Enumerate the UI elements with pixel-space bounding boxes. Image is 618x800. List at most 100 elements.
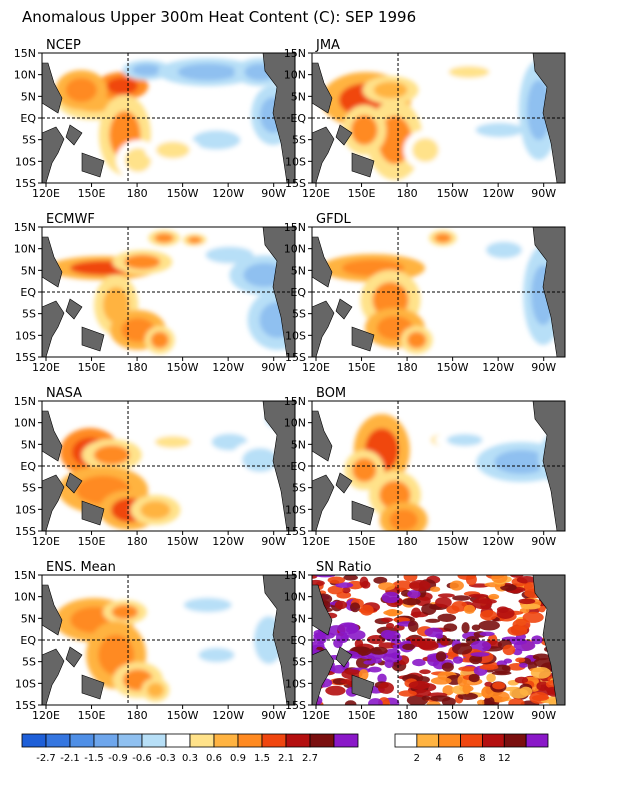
lat-tick-label: 5S xyxy=(22,308,36,321)
sn-patch xyxy=(509,637,528,645)
sn-patch xyxy=(412,658,426,667)
lat-tick-label: 15N xyxy=(14,221,36,234)
landmass-3 xyxy=(81,500,105,526)
landmass-3 xyxy=(351,500,375,526)
sn-patch xyxy=(359,604,374,616)
lat-tick-label: 10N xyxy=(284,417,306,430)
colorbar-label: 0.3 xyxy=(182,753,198,764)
lat-tick-label: 15N xyxy=(284,47,306,60)
sn-patch xyxy=(378,642,397,649)
sn-patch xyxy=(377,673,387,684)
colorbar-swatch xyxy=(213,733,239,748)
landmass-0 xyxy=(311,410,333,462)
panel-label: SN Ratio xyxy=(316,560,372,575)
sn-patch xyxy=(327,585,344,595)
lon-tick-label: 120E xyxy=(32,187,60,200)
lon-tick-label: 90W xyxy=(531,535,556,548)
panel-label: JMA xyxy=(315,38,340,53)
lat-tick-label: 10N xyxy=(284,69,306,82)
lon-tick-label: 180 xyxy=(127,187,148,200)
lat-tick-label: 5N xyxy=(291,90,306,103)
lat-tick-label: 10N xyxy=(284,591,306,604)
sn-patch xyxy=(371,657,383,664)
sn-patch xyxy=(358,669,369,681)
lon-tick-label: 90W xyxy=(261,535,286,548)
landmass-0 xyxy=(311,62,333,114)
sn-patch xyxy=(457,692,478,700)
sn-patch xyxy=(419,669,431,675)
colorbar-label: -0.6 xyxy=(132,753,152,764)
sn-patch xyxy=(530,666,552,679)
lon-tick-label: 150E xyxy=(348,709,376,722)
colorbar-label: 2 xyxy=(414,753,420,764)
landmass-2 xyxy=(335,298,353,320)
sn-patch xyxy=(462,683,471,695)
colorbar-swatch xyxy=(45,733,71,748)
sn-patch xyxy=(437,613,457,622)
anomaly-core xyxy=(448,66,490,78)
sn-patch xyxy=(501,665,511,671)
landmass-3 xyxy=(351,674,375,700)
sn-patch xyxy=(449,580,464,591)
lon-tick-label: 120E xyxy=(32,709,60,722)
landmass-2 xyxy=(65,646,83,668)
lon-tick-label: 150E xyxy=(78,709,106,722)
lat-tick-label: 10S xyxy=(15,503,36,516)
sn-patch xyxy=(398,690,417,697)
lon-tick-label: 180 xyxy=(397,535,418,548)
sn-patch xyxy=(435,633,444,639)
sn-patch xyxy=(479,664,499,670)
lat-tick-label: EQ xyxy=(290,286,306,299)
sn-patch xyxy=(380,617,394,623)
lat-tick-label: EQ xyxy=(290,112,306,125)
colorbar-swatch xyxy=(416,733,440,748)
sn-patch xyxy=(471,624,481,631)
sn-patch xyxy=(430,676,452,685)
landmass-0 xyxy=(311,236,333,288)
panel-label: BOM xyxy=(316,386,346,401)
landmass-0 xyxy=(41,410,63,462)
sn-patch xyxy=(461,622,470,634)
anomaly-core xyxy=(373,81,408,99)
anomaly-core xyxy=(352,458,377,482)
lon-tick-label: 120W xyxy=(482,187,514,200)
sn-patch xyxy=(411,607,421,618)
colorbar-swatch xyxy=(525,733,549,748)
colorbar-swatch xyxy=(309,733,335,748)
sn-patch xyxy=(315,575,336,578)
sn-patch xyxy=(452,656,464,664)
landmass-0 xyxy=(41,236,63,288)
lat-tick-label: EQ xyxy=(20,634,36,647)
sn-patch xyxy=(312,641,318,651)
sn-patch xyxy=(514,676,529,684)
anomaly-core xyxy=(198,647,235,663)
sn-patch xyxy=(469,654,483,665)
lon-tick-label: 150E xyxy=(78,361,106,374)
sn-patch xyxy=(496,607,515,619)
sn-patch xyxy=(429,695,451,702)
anomaly-core xyxy=(351,115,378,145)
sn-patch xyxy=(507,625,528,636)
sn-patch xyxy=(370,646,388,655)
sn-patch xyxy=(442,685,454,696)
sn-patch xyxy=(468,673,480,683)
colorbar-swatch xyxy=(93,733,119,748)
lon-tick-label: 150W xyxy=(167,535,199,548)
panel-label: NCEP xyxy=(46,38,81,53)
lon-tick-label: 120E xyxy=(32,361,60,374)
sn-patch xyxy=(412,689,432,698)
lon-tick-label: 120E xyxy=(302,709,330,722)
lat-tick-label: 5N xyxy=(21,612,36,625)
colorbar-swatch xyxy=(21,733,47,748)
sn-patch xyxy=(452,595,471,601)
landmass-2 xyxy=(335,472,353,494)
lat-tick-label: 10N xyxy=(284,243,306,256)
shaded-field xyxy=(321,230,564,354)
shaded-field xyxy=(321,60,559,180)
lon-tick-label: 120E xyxy=(32,535,60,548)
colorbar-label: -0.9 xyxy=(108,753,128,764)
lat-tick-label: 5N xyxy=(291,612,306,625)
lon-tick-label: 120W xyxy=(482,535,514,548)
colorbar-swatch xyxy=(237,733,263,748)
